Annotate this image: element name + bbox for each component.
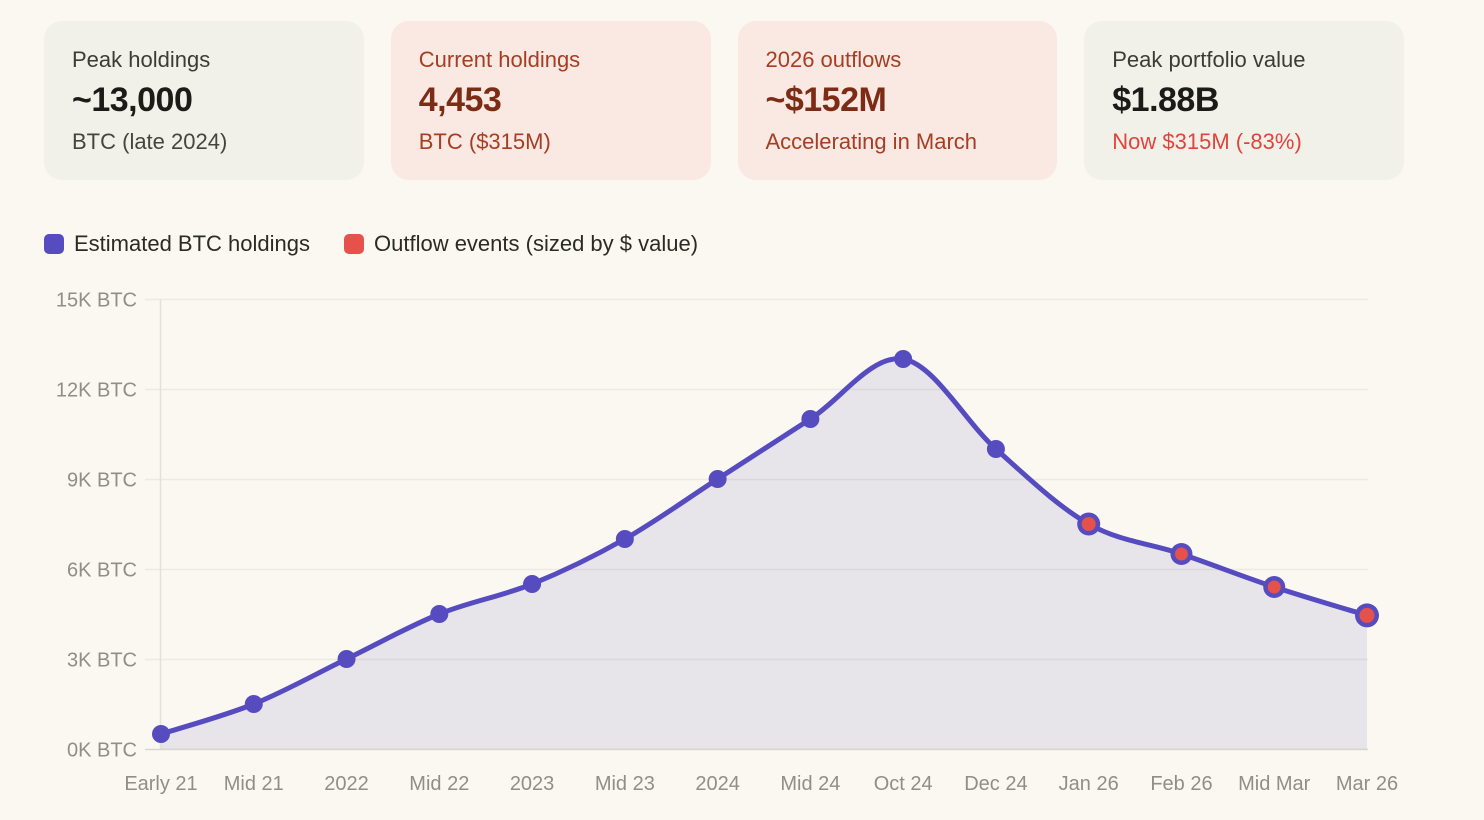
x-tick-label: 2022 [324, 773, 369, 795]
y-tick-label: 15K BTC [56, 290, 137, 312]
y-tick-label: 6K BTC [67, 560, 137, 582]
card-value: ~$152M [765, 81, 887, 119]
x-tick-label: Early 21 [124, 773, 197, 795]
x-tick-label: Mar 26 [1336, 773, 1398, 795]
data-point[interactable] [801, 410, 820, 428]
data-point[interactable] [894, 350, 913, 368]
card-subtext: BTC ($315M) [418, 129, 551, 154]
legend-label: Estimated BTC holdings [74, 231, 310, 256]
data-point[interactable] [430, 605, 449, 623]
y-tick-label: 12K BTC [56, 380, 137, 402]
x-tick-label: 2023 [510, 773, 555, 795]
card-subtext: Now $315M (-83%) [1112, 129, 1302, 154]
card-value: $1.88B [1112, 81, 1219, 119]
x-tick-label: Jan 26 [1059, 773, 1119, 795]
x-tick-label: Dec 24 [964, 773, 1027, 795]
x-tick-label: Mid 22 [409, 773, 469, 795]
card-value: 4,453 [418, 81, 502, 119]
data-point[interactable] [337, 650, 356, 668]
holdings-area-fill [161, 358, 1367, 749]
data-point[interactable] [152, 725, 170, 743]
stat-card-2026-outflows: 2026 outflows ~$152M Accelerating in Mar… [737, 21, 1058, 180]
data-point[interactable] [523, 575, 542, 593]
holdings-swatch-icon [44, 234, 64, 254]
legend-item-holdings[interactable]: Estimated BTC holdings [44, 231, 310, 257]
y-tick-label: 9K BTC [67, 470, 137, 492]
card-label: 2026 outflows [765, 47, 902, 72]
outflow-point[interactable] [1359, 607, 1375, 623]
data-point[interactable] [244, 695, 263, 713]
outflow-swatch-icon [344, 234, 364, 254]
x-tick-label: Feb 26 [1150, 773, 1212, 795]
outflow-point[interactable] [1267, 580, 1281, 594]
data-point[interactable] [986, 440, 1005, 458]
data-point[interactable] [708, 470, 727, 488]
x-tick-label: Mid 23 [595, 773, 655, 795]
chart-legend: Estimated BTC holdings Outflow events (s… [44, 231, 698, 257]
stat-card-peak-portfolio-value: Peak portfolio value $1.88B Now $315M (-… [1084, 21, 1404, 180]
x-tick-label: Mid 24 [780, 773, 840, 795]
x-tick-label: Mid Mar [1238, 773, 1311, 795]
card-subtext: BTC (late 2024) [72, 129, 228, 154]
card-value: ~13,000 [72, 81, 193, 119]
stat-cards-row: Peak holdings ~13,000 BTC (late 2024) Cu… [44, 21, 1404, 180]
legend-item-outflows[interactable]: Outflow events (sized by $ value) [344, 231, 698, 257]
outflow-point[interactable] [1081, 517, 1096, 531]
stat-card-peak-holdings: Peak holdings ~13,000 BTC (late 2024) [44, 21, 364, 180]
y-tick-label: 3K BTC [67, 650, 137, 672]
stat-card-current-holdings: Current holdings 4,453 BTC ($315M) [390, 21, 711, 180]
card-subtext: Accelerating in March [765, 129, 978, 154]
data-point[interactable] [615, 530, 634, 548]
card-label: Peak portfolio value [1112, 47, 1306, 72]
y-tick-label: 0K BTC [67, 740, 137, 762]
card-label: Current holdings [418, 47, 581, 72]
x-tick-label: 2024 [695, 773, 740, 795]
x-tick-label: Mid 21 [224, 773, 284, 795]
x-tick-label: Oct 24 [874, 773, 933, 795]
outflow-point[interactable] [1174, 547, 1188, 561]
legend-label: Outflow events (sized by $ value) [374, 231, 699, 256]
holdings-line [158, 356, 1370, 737]
card-label: Peak holdings [72, 47, 211, 72]
